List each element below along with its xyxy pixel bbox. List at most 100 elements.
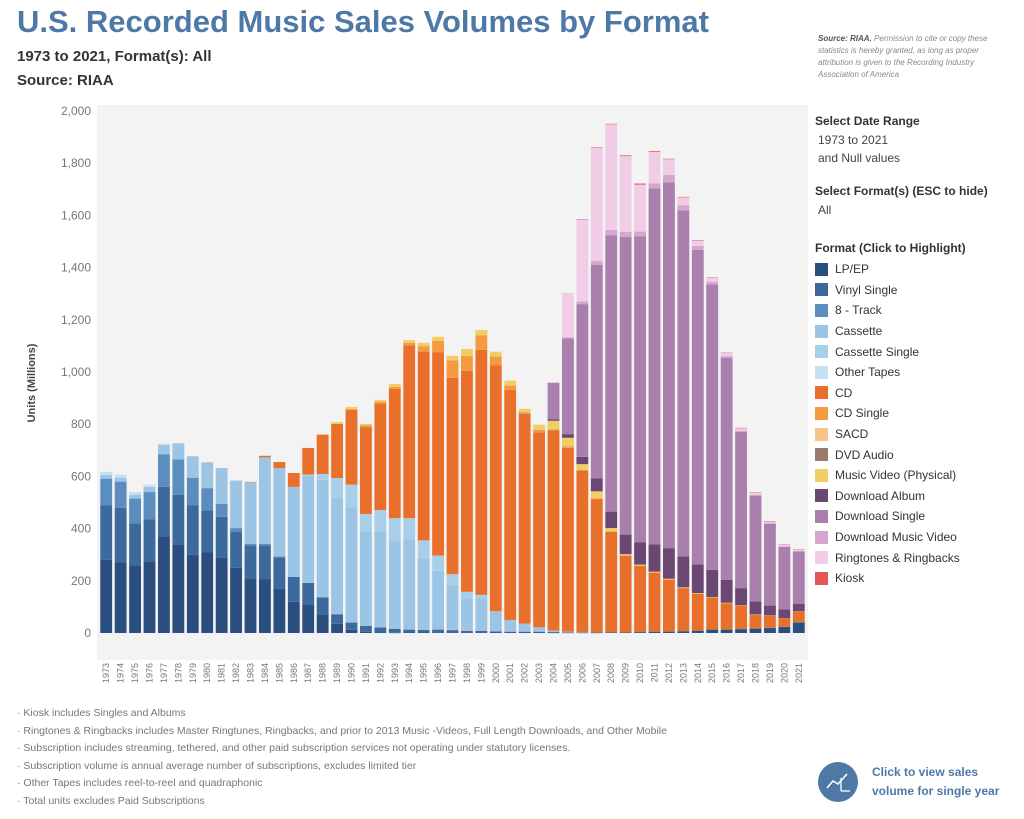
bar-segment[interactable] xyxy=(576,219,589,302)
bar-segment[interactable] xyxy=(259,457,271,544)
legend-item[interactable]: CD Single xyxy=(815,403,966,424)
bar-segment[interactable] xyxy=(706,597,719,630)
bar-segment[interactable] xyxy=(533,430,545,433)
bar-segment[interactable] xyxy=(345,406,358,410)
bar-segment[interactable] xyxy=(475,598,488,631)
bar-segment[interactable] xyxy=(215,503,228,517)
bar-segment[interactable] xyxy=(215,516,228,558)
bar-segment[interactable] xyxy=(143,492,156,520)
date-range-value[interactable]: 1973 to 2021 xyxy=(818,133,889,147)
bar-segment[interactable] xyxy=(230,480,242,529)
bar-segment[interactable] xyxy=(576,456,589,465)
bar-segment[interactable] xyxy=(158,536,170,633)
bar-segment[interactable] xyxy=(504,380,517,386)
bar-segment[interactable] xyxy=(648,188,661,545)
bar-segment[interactable] xyxy=(215,468,228,504)
legend-item[interactable]: Download Music Video xyxy=(815,527,966,548)
bar-segment[interactable] xyxy=(417,342,430,347)
bar-segment[interactable] xyxy=(201,488,214,511)
bar-segment[interactable] xyxy=(605,124,618,231)
bar-segment[interactable] xyxy=(331,497,343,615)
bar-segment[interactable] xyxy=(562,446,574,448)
bar-segment[interactable] xyxy=(778,546,791,610)
bar-segment[interactable] xyxy=(547,430,560,631)
bar-segment[interactable] xyxy=(461,349,473,357)
bar-segment[interactable] xyxy=(691,564,704,594)
bar-segment[interactable] xyxy=(677,588,690,632)
bar-segment[interactable] xyxy=(388,628,401,633)
bar-segment[interactable] xyxy=(605,235,618,512)
bar-segment[interactable] xyxy=(172,443,185,460)
date-range-filter[interactable]: Select Date Range 1973 to 2021 and Null … xyxy=(815,114,920,167)
bar-segment[interactable] xyxy=(605,632,618,633)
bar-segment[interactable] xyxy=(648,151,661,184)
bar-segment[interactable] xyxy=(518,408,531,413)
bar-segment[interactable] xyxy=(533,432,545,628)
bar-segment[interactable] xyxy=(287,473,300,487)
bar-segment[interactable] xyxy=(778,544,791,547)
bar-segment[interactable] xyxy=(388,540,401,629)
bar-segment[interactable] xyxy=(576,301,589,305)
bar-segment[interactable] xyxy=(735,432,747,589)
bar-segment[interactable] xyxy=(374,403,387,511)
bar-segment[interactable] xyxy=(273,468,286,557)
bar-segment[interactable] xyxy=(230,531,242,568)
bar-segment[interactable] xyxy=(547,382,560,383)
bar-segment[interactable] xyxy=(619,534,632,555)
bar-segment[interactable] xyxy=(489,632,502,633)
bar-segment[interactable] xyxy=(562,338,574,435)
bar-segment[interactable] xyxy=(273,462,286,469)
bar-segment[interactable] xyxy=(764,628,776,633)
bar-segment[interactable] xyxy=(114,481,127,508)
bar-segment[interactable] xyxy=(706,277,719,282)
bar-segment[interactable] xyxy=(172,459,185,495)
bar-segment[interactable] xyxy=(562,447,574,632)
bar-segment[interactable] xyxy=(403,539,416,630)
bar-segment[interactable] xyxy=(720,356,733,358)
bar-segment[interactable] xyxy=(374,627,387,633)
bar-segment[interactable] xyxy=(360,423,372,426)
bar-segment[interactable] xyxy=(432,629,444,633)
bar-segment[interactable] xyxy=(533,627,545,632)
bar-segment[interactable] xyxy=(547,419,560,421)
bar-segment[interactable] xyxy=(446,377,459,575)
bar-segment[interactable] xyxy=(605,123,618,125)
bar-segment[interactable] xyxy=(735,605,747,630)
bar-segment[interactable] xyxy=(504,631,517,633)
bar-segment[interactable] xyxy=(100,475,113,480)
bar-segment[interactable] xyxy=(489,631,502,633)
bar-segment[interactable] xyxy=(403,345,416,519)
bar-segment[interactable] xyxy=(403,340,416,344)
bar-segment[interactable] xyxy=(634,231,646,237)
bar-segment[interactable] xyxy=(172,494,185,545)
bar-segment[interactable] xyxy=(331,423,343,478)
bar-segment[interactable] xyxy=(475,349,488,595)
bar-segment[interactable] xyxy=(648,571,661,573)
bar-segment[interactable] xyxy=(403,632,416,633)
bar-segment[interactable] xyxy=(691,593,704,631)
bar-segment[interactable] xyxy=(186,505,199,555)
bar-segment[interactable] xyxy=(446,360,459,378)
bar-segment[interactable] xyxy=(403,629,416,633)
bar-segment[interactable] xyxy=(186,477,199,506)
bar-segment[interactable] xyxy=(792,622,805,633)
bar-segment[interactable] xyxy=(634,632,646,633)
bar-segment[interactable] xyxy=(475,594,488,599)
bar-segment[interactable] xyxy=(735,428,747,431)
bar-segment[interactable] xyxy=(590,491,603,499)
bar-segment[interactable] xyxy=(143,561,156,633)
bar-segment[interactable] xyxy=(417,629,430,633)
bar-segment[interactable] xyxy=(533,632,545,633)
bar-segment[interactable] xyxy=(215,557,228,633)
bar-segment[interactable] xyxy=(720,579,733,603)
bar-segment[interactable] xyxy=(764,523,776,524)
bar-segment[interactable] xyxy=(518,623,531,632)
bar-segment[interactable] xyxy=(504,385,517,390)
bar-segment[interactable] xyxy=(489,351,502,357)
bar-segment[interactable] xyxy=(129,523,141,566)
bar-segment[interactable] xyxy=(201,552,214,633)
bar-segment[interactable] xyxy=(749,492,762,495)
bar-segment[interactable] xyxy=(605,528,618,532)
bar-segment[interactable] xyxy=(634,542,646,565)
bar-segment[interactable] xyxy=(360,427,372,514)
